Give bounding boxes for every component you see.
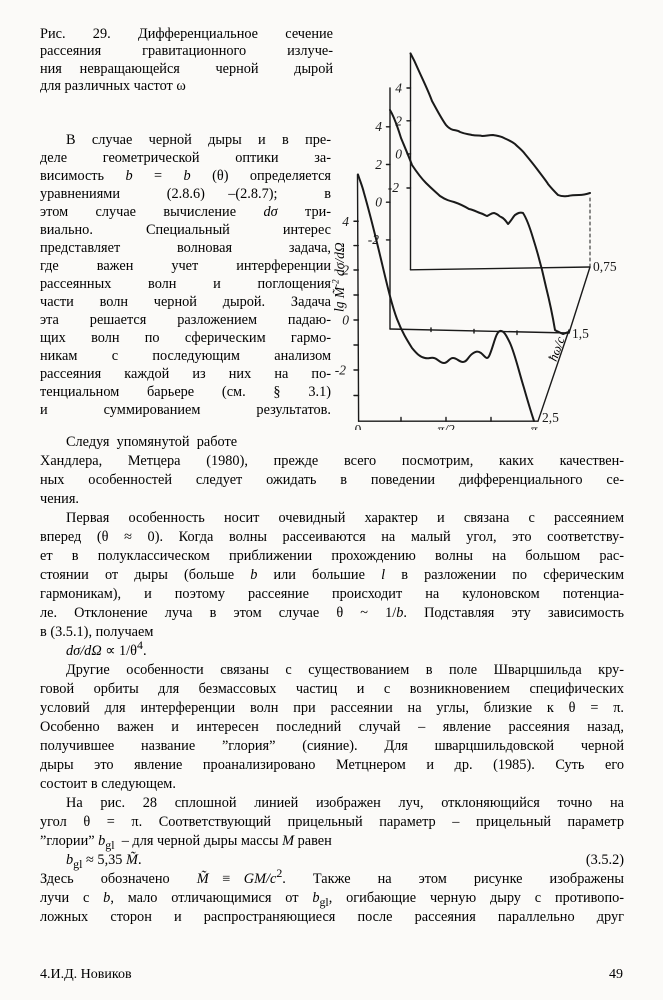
svg-text:4: 4 <box>395 81 402 96</box>
svg-text:0: 0 <box>395 147 402 162</box>
svg-text:0: 0 <box>375 195 382 210</box>
svg-text:π/2: π/2 <box>437 422 455 430</box>
svg-text:2: 2 <box>395 114 402 129</box>
svg-text:2,5: 2,5 <box>542 410 559 425</box>
svg-text:0,75: 0,75 <box>593 259 617 274</box>
svg-text:-2: -2 <box>368 232 379 247</box>
svg-text:2: 2 <box>375 157 382 172</box>
svg-text:4: 4 <box>342 214 349 229</box>
svg-text:-2: -2 <box>388 180 399 195</box>
svg-text:1,5: 1,5 <box>572 326 589 341</box>
svg-text:0: 0 <box>355 422 362 430</box>
svg-text:4: 4 <box>375 119 382 134</box>
svg-text:-2: -2 <box>335 363 346 378</box>
svg-text:0: 0 <box>342 313 349 328</box>
svg-text:π: π <box>531 422 539 430</box>
